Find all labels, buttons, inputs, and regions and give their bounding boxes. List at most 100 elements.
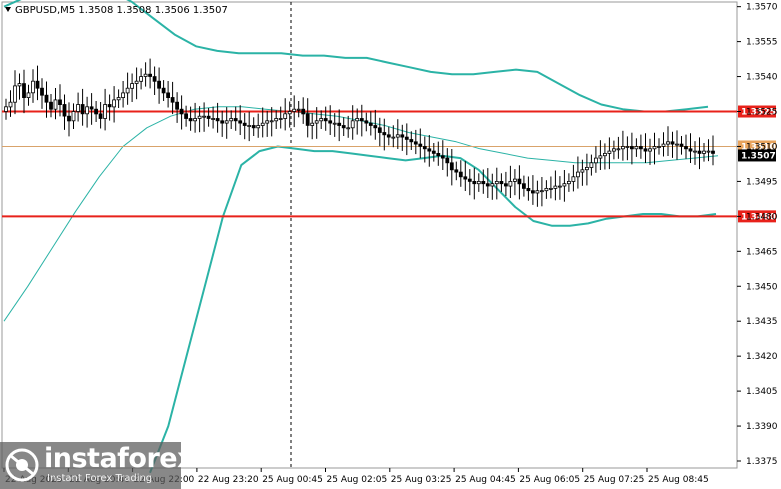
candle	[585, 153, 589, 186]
candle	[522, 175, 526, 197]
candle	[188, 106, 193, 131]
candle	[702, 143, 706, 162]
candle	[549, 176, 553, 199]
candle-body-bear	[684, 146, 688, 150]
candle	[260, 107, 265, 138]
candle-body-bear	[382, 132, 387, 136]
candle-body-bear	[188, 118, 193, 122]
candle-body-bull	[395, 134, 400, 138]
candle	[44, 81, 49, 118]
candle	[666, 126, 670, 156]
candle	[693, 141, 697, 165]
candle-body-bull	[229, 118, 234, 122]
candle	[31, 69, 35, 103]
candle-body-bear	[89, 106, 94, 110]
candle-body-bull	[648, 148, 652, 152]
candle-body-bull	[612, 148, 616, 152]
candle	[355, 108, 360, 135]
candle-body-bull	[553, 185, 558, 189]
candle	[603, 143, 607, 170]
candle-body-bear	[215, 118, 220, 122]
candle	[179, 95, 184, 130]
candle-body-bear	[251, 125, 256, 129]
candle	[485, 168, 490, 198]
plot-area	[1, 1, 738, 469]
candle-body-bull	[666, 141, 670, 145]
candle-body-bull	[278, 118, 283, 120]
candle	[697, 137, 702, 170]
candle-body-bull	[580, 169, 585, 173]
y-tick-label: 1.3480	[746, 212, 778, 222]
candle	[238, 105, 243, 135]
candle	[337, 109, 342, 142]
candle-body-bull	[675, 143, 679, 146]
candle-body-bull	[85, 106, 89, 115]
dropdown-triangle-icon[interactable]	[5, 7, 11, 12]
candle	[166, 81, 171, 108]
candle-body-bear	[431, 150, 436, 154]
candle	[35, 65, 40, 101]
candle-body-bear	[679, 143, 684, 147]
plot-frame	[1, 1, 738, 469]
candle	[431, 143, 436, 162]
candle	[103, 88, 107, 131]
candle-body-bull	[661, 143, 666, 147]
candle	[233, 106, 238, 131]
candle	[53, 88, 58, 120]
candle	[427, 135, 432, 167]
candle	[639, 134, 643, 159]
candle-body-bull	[283, 113, 288, 119]
candle	[215, 102, 220, 133]
candle-body-bear	[463, 176, 468, 180]
candle-body-bear	[359, 118, 364, 122]
candle-body-bull	[544, 187, 549, 192]
candle	[139, 68, 144, 90]
candle	[305, 98, 310, 138]
candle	[373, 109, 378, 140]
candle	[251, 117, 256, 136]
candle	[256, 113, 261, 138]
candle	[418, 128, 423, 159]
candle-body-bear	[386, 134, 391, 138]
candle	[643, 133, 648, 163]
candle-body-bear	[67, 115, 71, 122]
candle	[121, 81, 125, 108]
candle	[711, 135, 715, 166]
candle-body-bear	[445, 157, 450, 164]
candle-body-bull	[693, 150, 697, 153]
candle	[607, 137, 612, 170]
x-tick-label: 25 Aug 00:45	[262, 475, 323, 485]
candle-body-bear	[458, 171, 463, 178]
candle-body-bull	[319, 118, 324, 122]
candle-body-bull	[125, 87, 130, 94]
candle	[657, 138, 661, 155]
candle-body-bull	[585, 166, 589, 171]
candle-body-bear	[157, 80, 162, 89]
x-tick-label: 25 Aug 03:25	[391, 475, 452, 485]
x-tick-label: 25 Aug 06:05	[519, 475, 580, 485]
candle-body-bear	[301, 108, 306, 115]
y-tick-label: 1.3390	[746, 422, 778, 432]
y-tick-label: 1.3540	[746, 73, 778, 83]
candle-body-bear	[94, 108, 98, 115]
candle-body-bull	[549, 187, 553, 190]
candle-body-bear	[62, 104, 67, 117]
candle	[688, 133, 693, 163]
candle-body-bull	[603, 152, 607, 157]
candle-body-bull	[265, 120, 270, 124]
candle-body-bear	[467, 178, 472, 182]
candle-body-bull	[134, 80, 139, 84]
candle	[292, 95, 297, 128]
candle	[594, 146, 598, 173]
candle	[143, 62, 148, 87]
candle	[265, 110, 270, 137]
candle	[8, 90, 13, 117]
candle	[40, 78, 44, 109]
level-label: 1.3480	[741, 212, 776, 222]
candle-body-bear	[711, 150, 715, 154]
candle-body-bull	[112, 99, 116, 108]
candle	[184, 105, 189, 127]
candle	[125, 72, 130, 105]
